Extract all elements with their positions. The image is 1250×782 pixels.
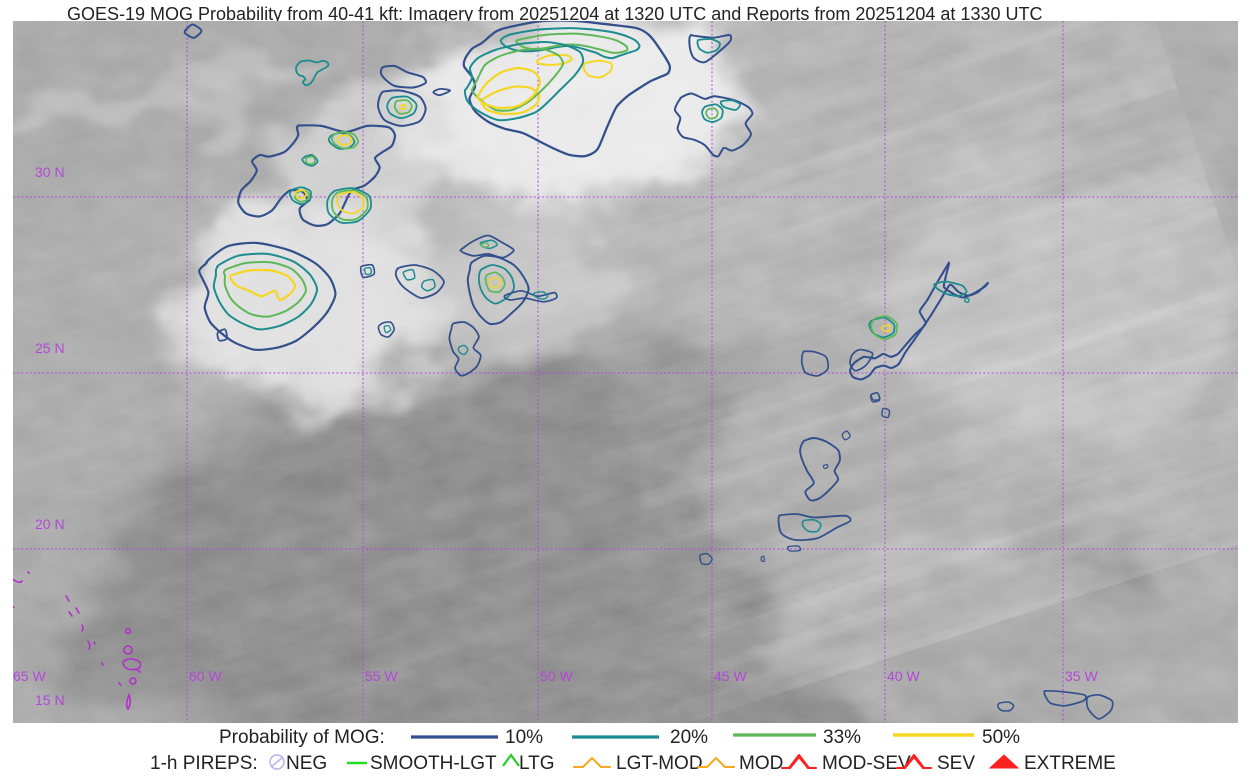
svg-text:20%: 20%: [670, 727, 708, 748]
svg-text:50 W: 50 W: [540, 668, 573, 684]
svg-text:EXTREME: EXTREME: [1024, 753, 1116, 774]
svg-text:SMOOTH-LGT: SMOOTH-LGT: [370, 753, 497, 774]
svg-text:Probability of MOG:: Probability of MOG:: [219, 727, 385, 748]
svg-text:20 N: 20 N: [35, 516, 65, 532]
svg-text:15 N: 15 N: [35, 692, 65, 708]
svg-text:1-h PIREPS:: 1-h PIREPS:: [150, 753, 258, 774]
svg-text:55 W: 55 W: [365, 668, 398, 684]
svg-text:35 W: 35 W: [1065, 668, 1098, 684]
svg-text:NEG: NEG: [286, 753, 327, 774]
svg-text:10%: 10%: [505, 727, 543, 748]
svg-text:50%: 50%: [982, 727, 1020, 748]
svg-text:40 W: 40 W: [887, 668, 920, 684]
svg-text:LTG: LTG: [519, 753, 555, 774]
svg-text:25 N: 25 N: [35, 340, 65, 356]
svg-text:LGT-MOD: LGT-MOD: [616, 753, 703, 774]
svg-text:45 W: 45 W: [714, 668, 747, 684]
svg-text:60 W: 60 W: [189, 668, 222, 684]
svg-text:30 N: 30 N: [35, 164, 65, 180]
svg-text:MOD-SEV: MOD-SEV: [822, 753, 911, 774]
svg-text:65 W: 65 W: [13, 668, 46, 684]
svg-text:MOD: MOD: [739, 753, 783, 774]
svg-text:33%: 33%: [823, 727, 861, 748]
svg-text:SEV: SEV: [937, 753, 975, 774]
